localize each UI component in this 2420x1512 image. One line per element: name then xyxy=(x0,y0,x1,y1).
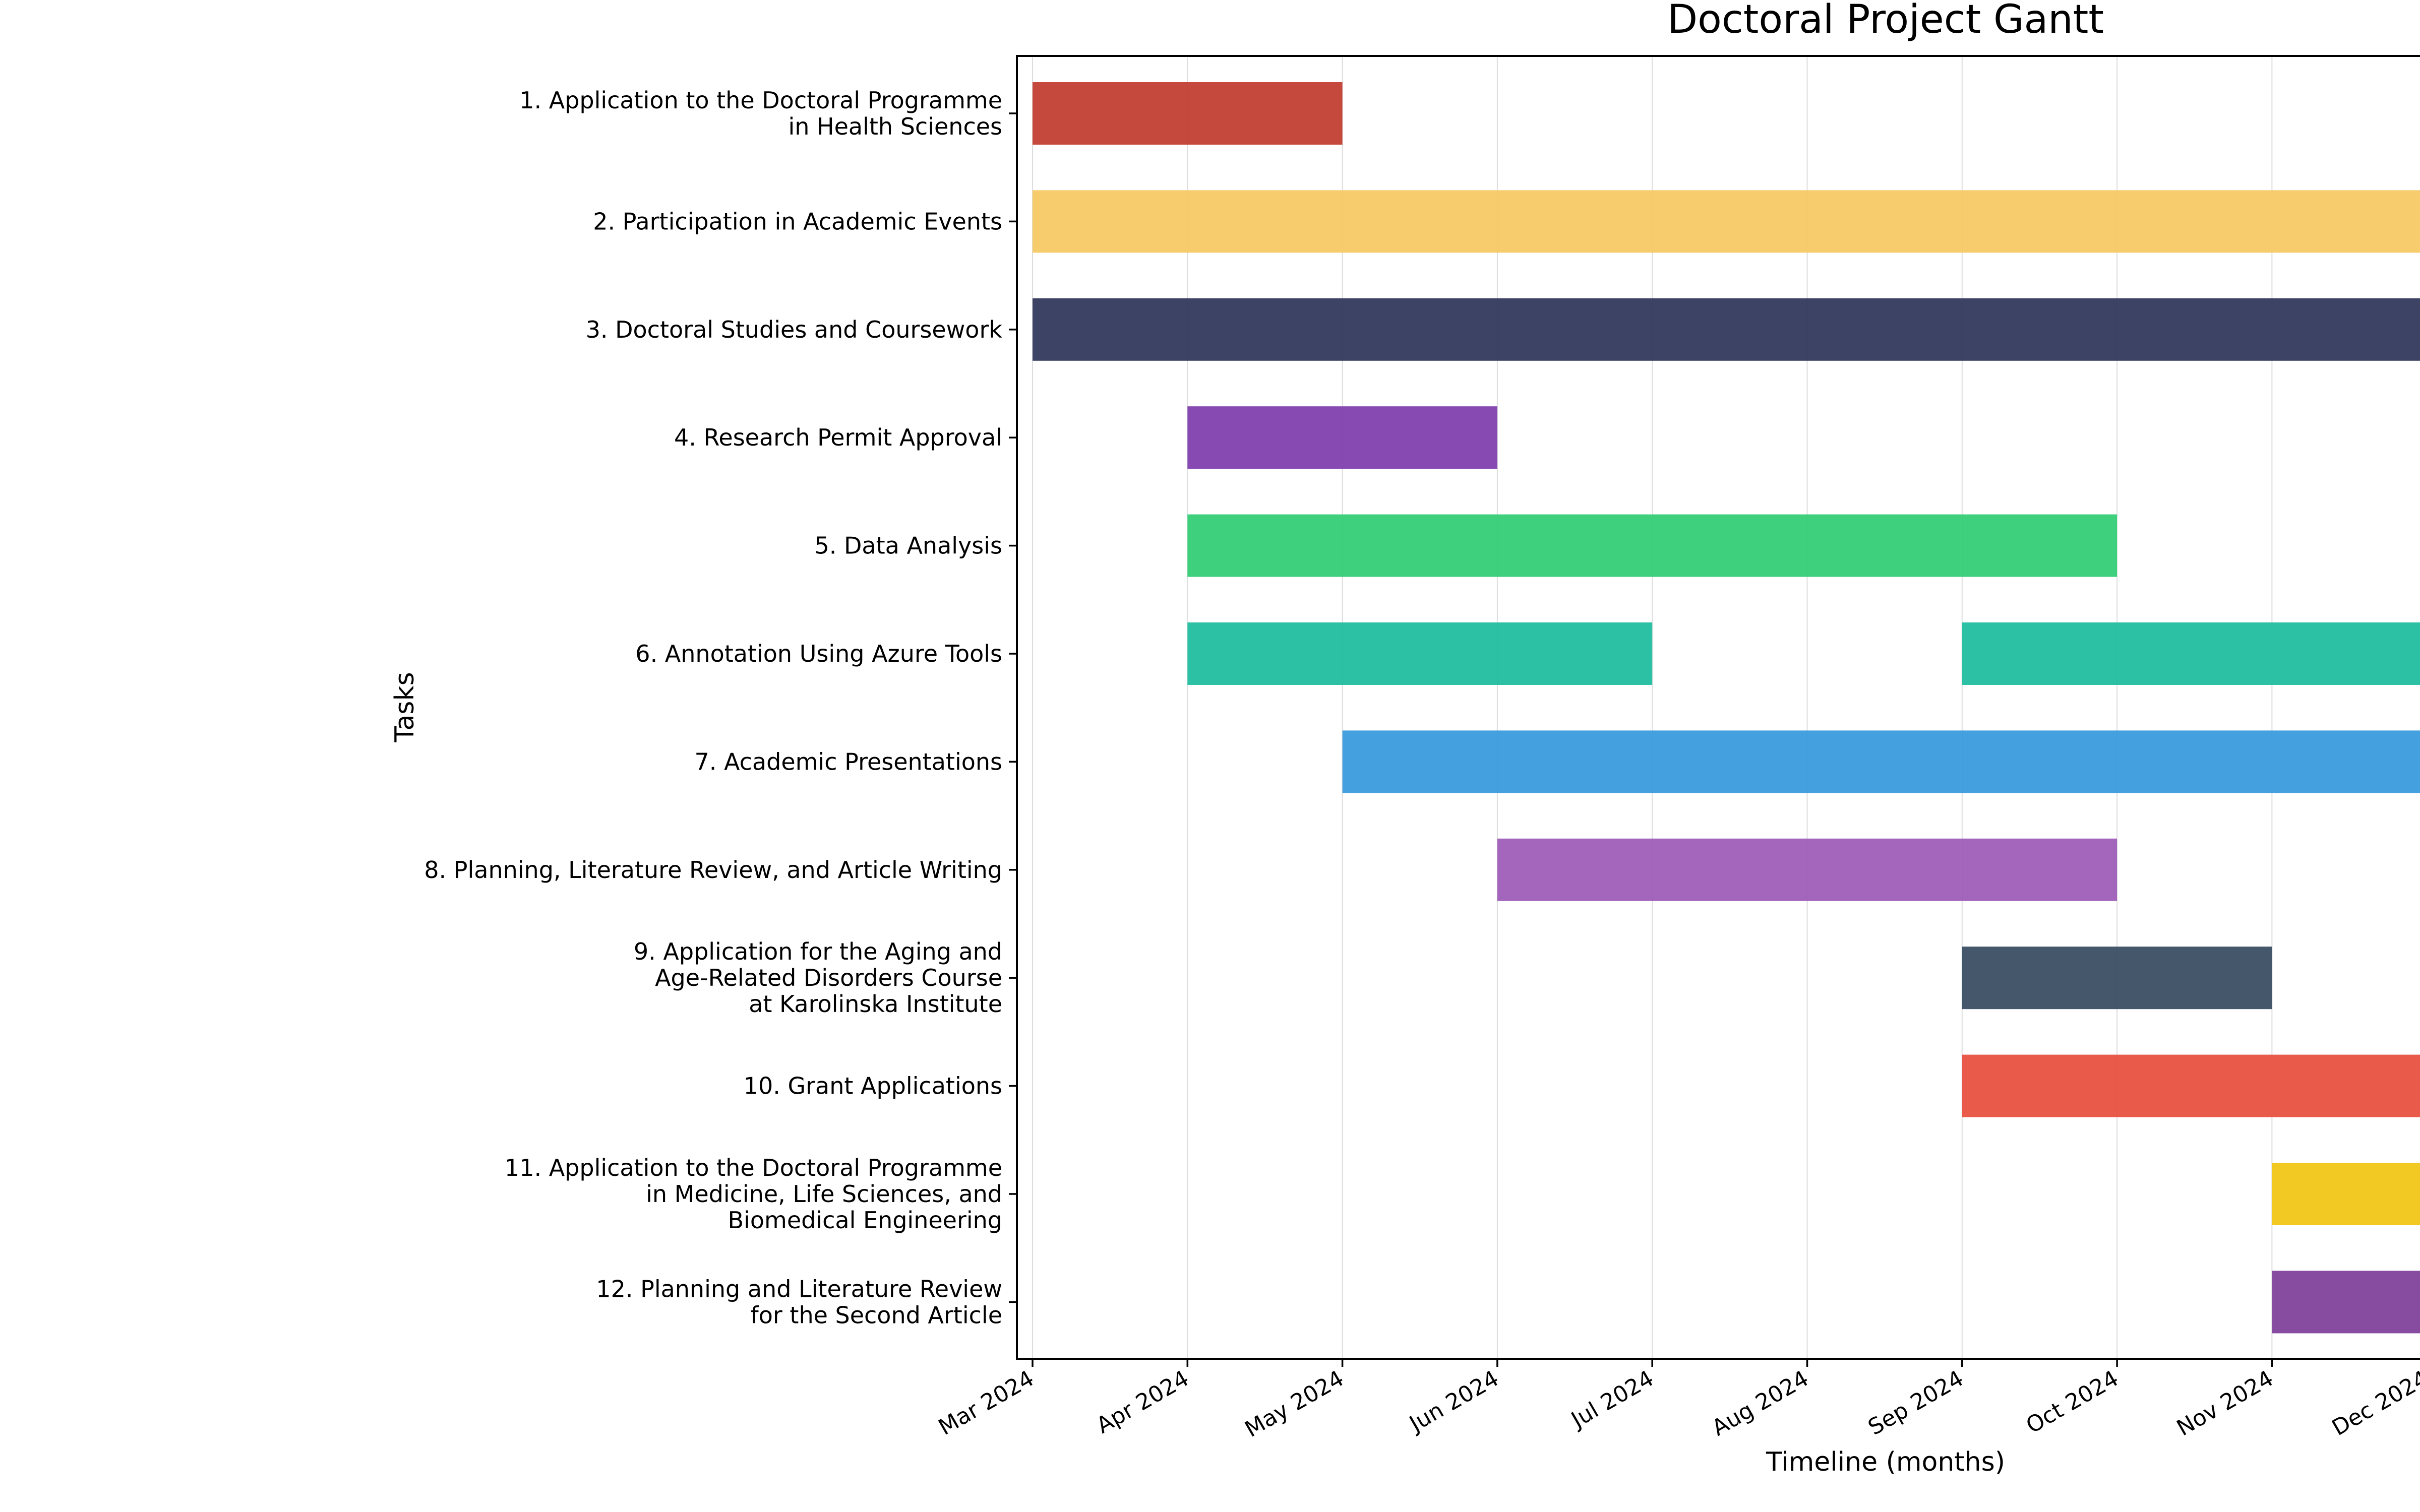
task-bar xyxy=(1962,1054,2420,1117)
task-bar xyxy=(1497,838,2118,901)
task-label: 2. Participation in Academic Events xyxy=(593,208,1002,235)
x-tick-label: Dec 2024 xyxy=(2328,1365,2420,1441)
task-bar xyxy=(1033,298,2420,361)
y-axis-title: Tasks xyxy=(390,672,420,742)
task-label: 11. Application to the Doctoral Programm… xyxy=(505,1154,1002,1234)
x-tick-label: Sep 2024 xyxy=(1864,1365,1968,1440)
chart-title: Doctoral Project Gantt xyxy=(1667,0,2104,42)
x-tick-label: Oct 2024 xyxy=(2022,1365,2123,1438)
task-label: 6. Annotation Using Azure Tools xyxy=(635,640,1002,667)
x-tick-label: Nov 2024 xyxy=(2172,1365,2278,1441)
x-tick-label: Apr 2024 xyxy=(1092,1365,1193,1438)
task-bar xyxy=(1033,82,1343,145)
plot-frame xyxy=(1016,55,2420,1360)
x-tick-label: Jun 2024 xyxy=(1404,1365,1503,1437)
x-tick-label: Mar 2024 xyxy=(934,1365,1038,1440)
x-axis-title: Timeline (months) xyxy=(1766,1447,2005,1477)
x-tick-label: Jul 2024 xyxy=(1566,1365,1658,1433)
x-axis: Mar 2024 Apr 2024 May 2024 Jun 2024 Jul 2024… xyxy=(934,1359,2420,1442)
task-bar xyxy=(1962,622,2420,685)
task-bar xyxy=(1187,406,1497,469)
task-label: 12. Planning and Literature Review for th… xyxy=(596,1275,1002,1329)
x-tick-label: Aug 2024 xyxy=(1708,1365,1813,1441)
task-label: 5. Data Analysis xyxy=(815,532,1003,559)
task-label: 8. Planning, Literature Review, and Arti… xyxy=(424,856,1002,884)
task-label: 10. Grant Applications xyxy=(744,1073,1002,1100)
task-bar xyxy=(1962,947,2272,1010)
task-bar xyxy=(1187,622,1653,685)
task-label: 4. Research Permit Approval xyxy=(674,424,1002,451)
task-bar xyxy=(2272,1163,2420,1225)
task-bar xyxy=(1187,514,2118,577)
task-label: 9. Application for the Aging and Age-Rela… xyxy=(634,938,1002,1018)
task-label: 1. Application to the Doctoral Programme… xyxy=(519,87,1002,140)
task-bar xyxy=(2272,1271,2420,1334)
task-bars xyxy=(1033,82,2420,1334)
grid-lines xyxy=(1032,56,2273,1359)
task-label: 7. Academic Presentations xyxy=(694,748,1002,775)
x-tick-label: May 2024 xyxy=(1241,1365,1348,1442)
task-bar xyxy=(1342,730,2420,793)
y-axis: 1. Application to the Doctoral Programme… xyxy=(424,87,1017,1329)
task-label: 3. Doctoral Studies and Coursework xyxy=(586,316,1003,343)
task-bar xyxy=(1033,190,2420,253)
